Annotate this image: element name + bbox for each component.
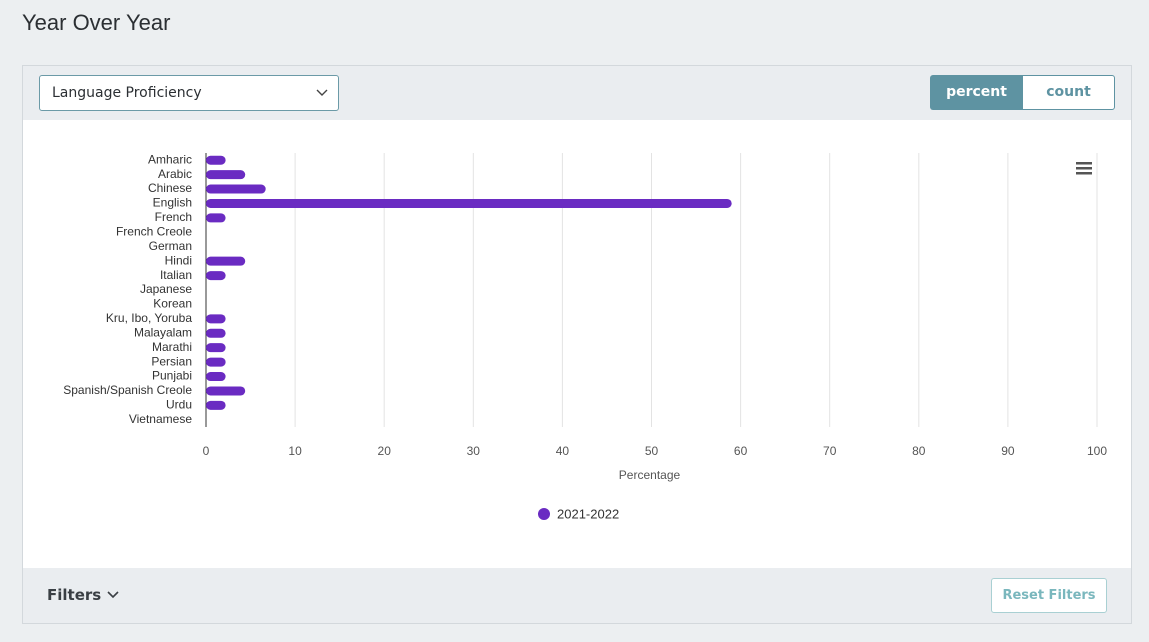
filters-toggle[interactable]: Filters	[47, 586, 120, 604]
bar	[206, 314, 226, 324]
bar	[206, 256, 246, 266]
y-tick-label: Amharic	[148, 152, 192, 166]
bar	[206, 386, 246, 396]
count-button[interactable]: count	[1022, 75, 1115, 110]
y-tick-label: Chinese	[148, 181, 192, 195]
filters-label: Filters	[47, 586, 102, 604]
reset-button[interactable]: Reset Filters	[991, 578, 1107, 613]
x-tick-label: 30	[467, 444, 481, 458]
bar	[206, 400, 226, 410]
x-axis-title: Percentage	[619, 468, 681, 482]
x-tick-label: 70	[823, 444, 837, 458]
y-tick-label: Marathi	[152, 340, 192, 354]
x-tick-label: 20	[378, 444, 392, 458]
y-tick-label: Persian	[151, 354, 192, 368]
y-tick-label: Kru, Ibo, Yoruba	[106, 311, 192, 325]
x-tick-label: 100	[1087, 444, 1107, 458]
bar	[206, 271, 226, 281]
bar	[206, 184, 266, 194]
bar	[206, 372, 226, 382]
bar	[206, 155, 226, 165]
bar	[206, 213, 226, 223]
x-tick-label: 40	[556, 444, 570, 458]
chevron	[107, 591, 120, 599]
y-tick-label: Korean	[153, 297, 192, 311]
legend-label: 2021-2022	[557, 506, 619, 521]
bar	[206, 343, 226, 353]
y-tick-label: French	[155, 210, 192, 224]
bar	[206, 328, 226, 338]
page-title: Year Over Year	[22, 10, 171, 35]
y-tick-label: Vietnamese	[129, 412, 192, 426]
x-tick-label: 80	[912, 444, 926, 458]
chart: 0 10 20 30 40 50 60 70 80 90 100 Percentage AmharicA…	[63, 152, 1107, 521]
y-tick-label: German	[149, 239, 192, 253]
y-tick-label: Spanish/Spanish Creole	[63, 383, 192, 397]
x-tick-label: 90	[1001, 444, 1015, 458]
legend-marker	[538, 508, 550, 520]
y-tick-label: French Creole	[116, 224, 192, 238]
chevron	[316, 89, 328, 96]
plot: 0 10 20 30 40 50 60 70 80 90 100 Percentage AmharicA…	[63, 152, 1107, 521]
percent-button[interactable]: percent	[930, 75, 1023, 110]
x-tick-label: 10	[288, 444, 302, 458]
x-tick-label: 50	[645, 444, 659, 458]
y-tick-label: Arabic	[158, 167, 192, 181]
dropdown[interactable]: Language Proficiency	[39, 75, 339, 111]
x-tick-label: 60	[734, 444, 748, 458]
x-tick-label: 0	[203, 444, 210, 458]
y-tick-label: Urdu	[166, 398, 192, 412]
bar	[206, 198, 732, 208]
y-tick-label: Punjabi	[152, 369, 192, 383]
y-tick-label: English	[153, 196, 192, 210]
menu-icon[interactable]	[1076, 162, 1092, 175]
dropdown-label: Language Proficiency	[52, 85, 202, 101]
y-tick-label: Italian	[160, 268, 192, 282]
chart-area	[23, 120, 1131, 568]
bar	[206, 170, 246, 180]
y-tick-label: Japanese	[140, 282, 192, 296]
bar	[206, 357, 226, 367]
y-tick-label: Hindi	[165, 253, 192, 267]
y-tick-label: Malayalam	[134, 325, 192, 339]
